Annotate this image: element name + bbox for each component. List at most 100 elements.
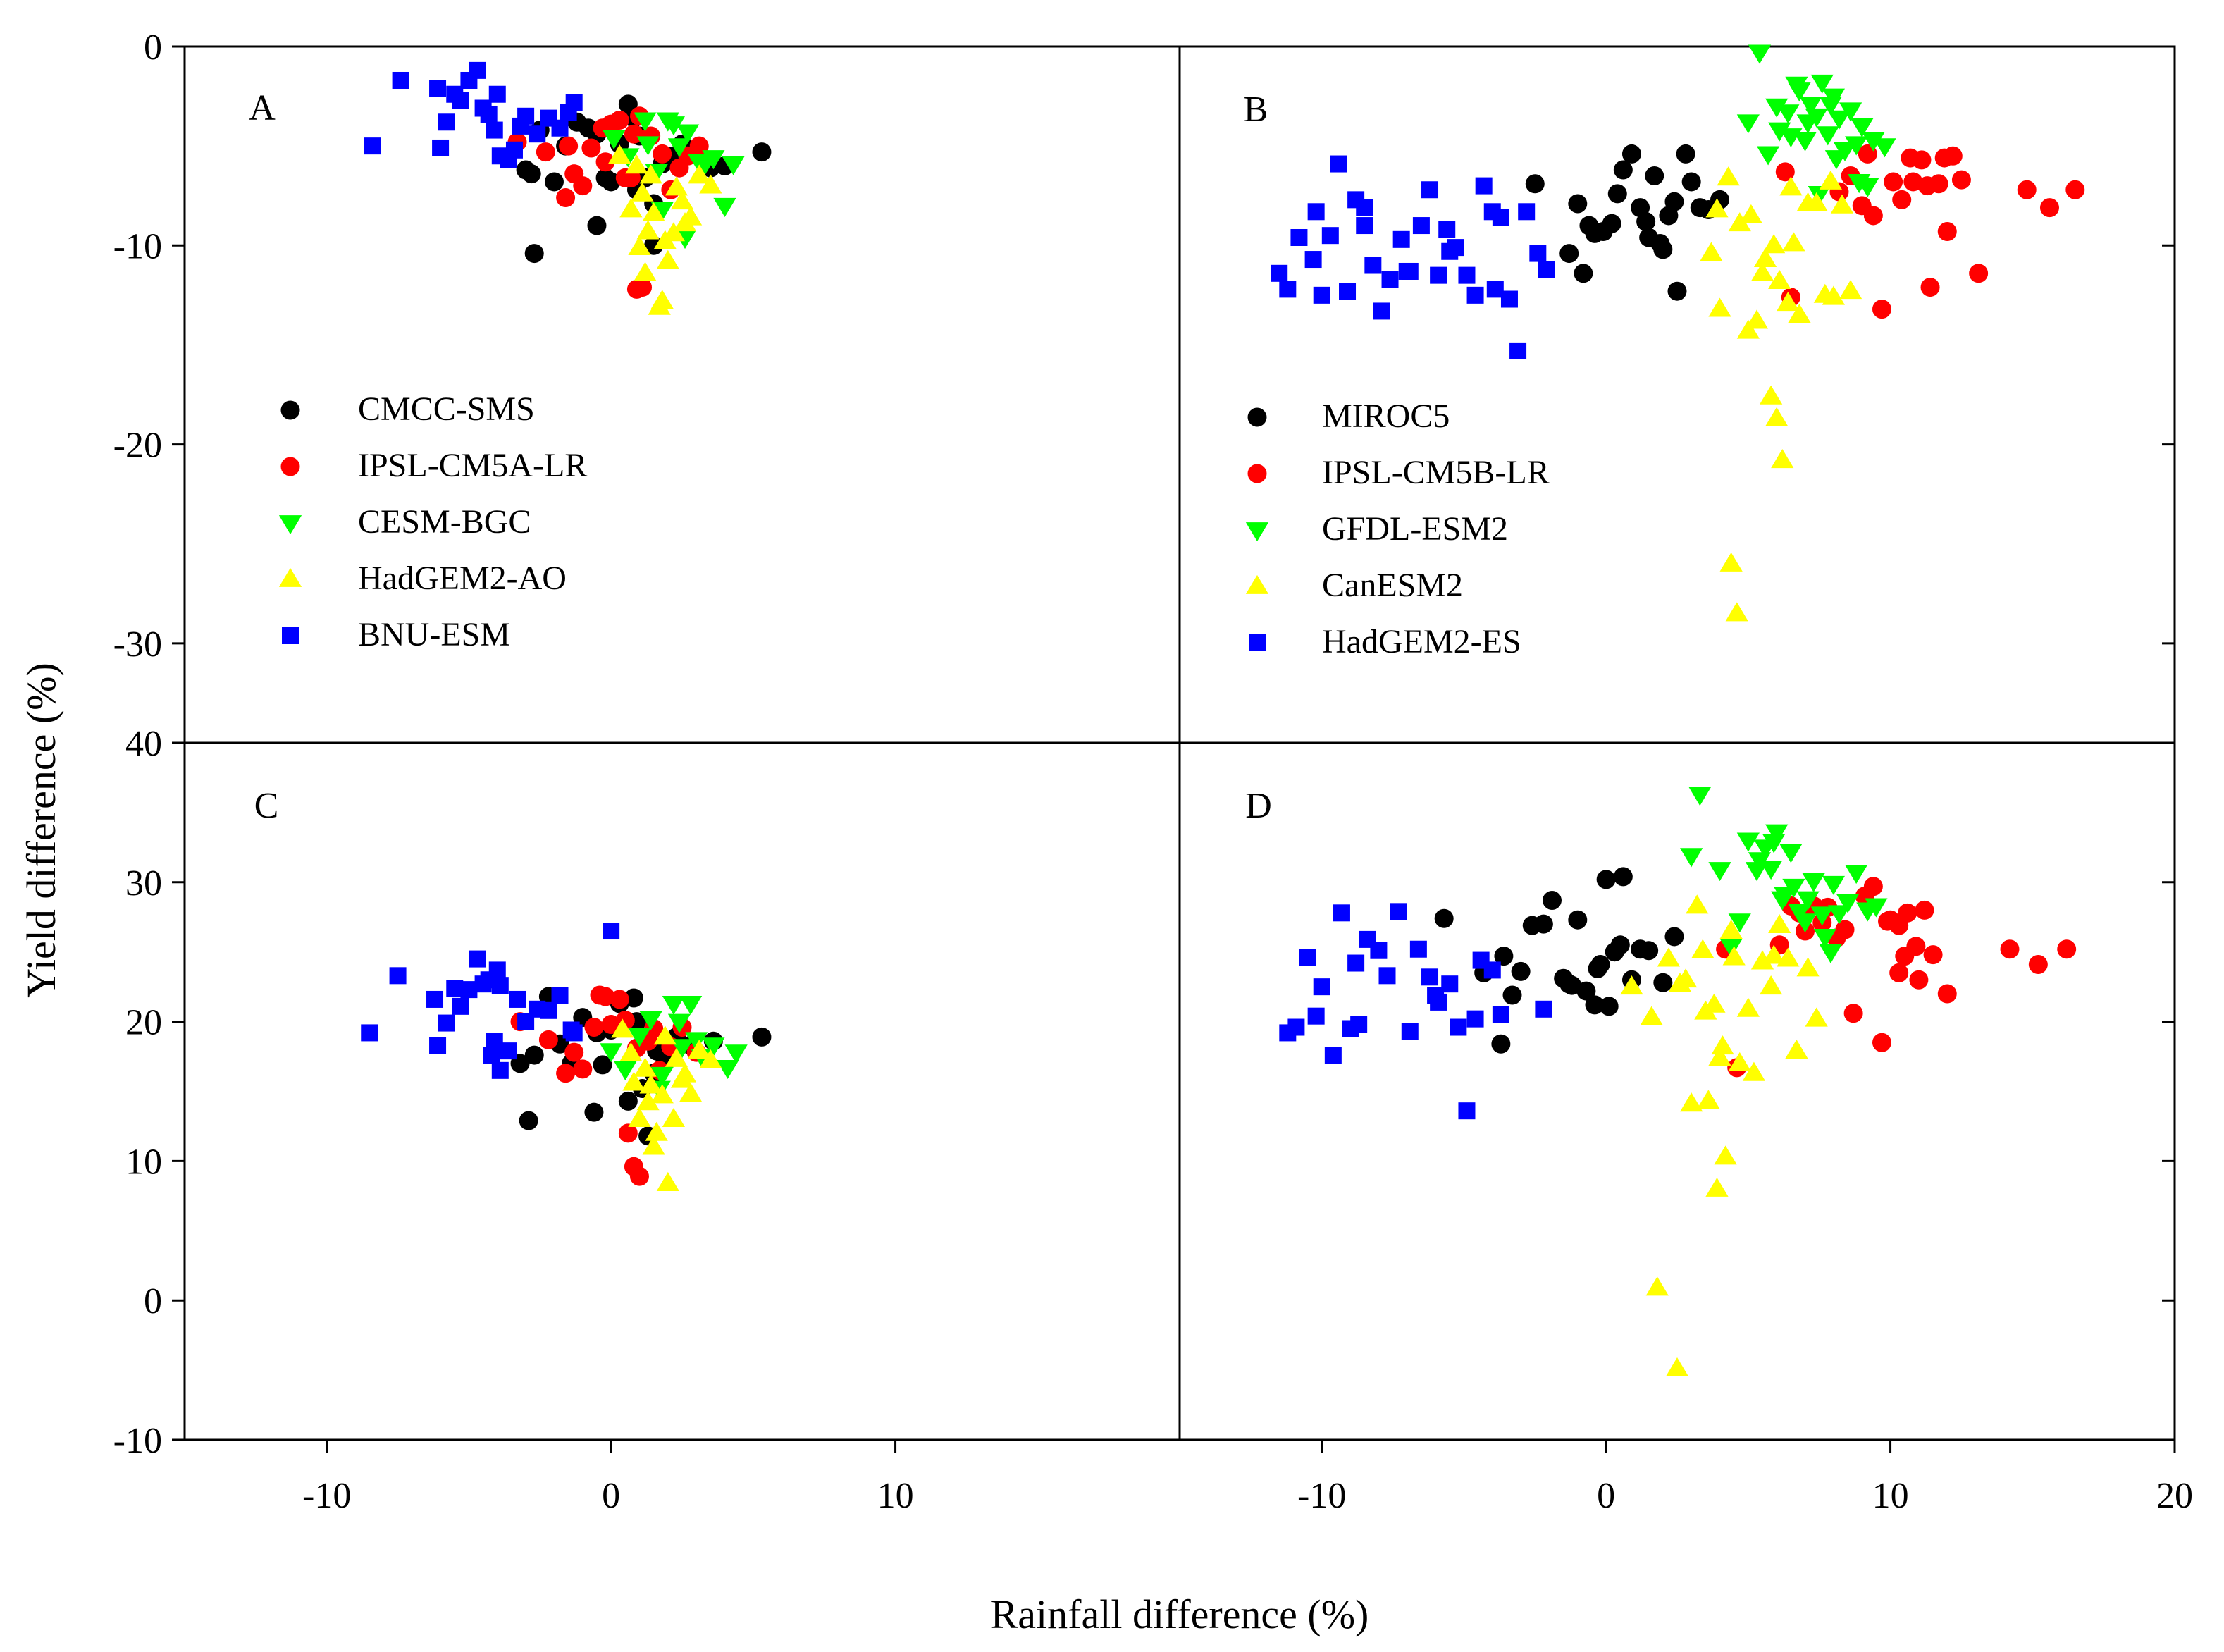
legend-label-cesm-bgc: CESM-BGC [358, 503, 531, 541]
data-point-d [1588, 958, 1607, 978]
data-point-b [1676, 144, 1695, 164]
data-point-a [536, 142, 555, 162]
data-point-d [1657, 947, 1681, 967]
data-point-b [1951, 170, 1971, 190]
data-point-a [565, 94, 583, 111]
data-point-d [1819, 944, 1842, 963]
series-c-bnu-esm [361, 923, 620, 1079]
data-point-b [1819, 170, 1842, 190]
data-point-c [614, 1061, 637, 1080]
data-point-d [1450, 1018, 1467, 1036]
data-point-a [521, 164, 541, 184]
y-axis-title: Yield difference (%) [18, 662, 64, 998]
data-point-d [1714, 1145, 1737, 1165]
data-point-c [679, 1083, 703, 1102]
data-point-b [1728, 212, 1751, 232]
data-point-c [650, 1084, 674, 1104]
data-point-b [1745, 309, 1769, 329]
data-point-b [1708, 297, 1731, 317]
data-point-a [559, 136, 579, 156]
data-point-a [752, 142, 772, 162]
data-point-c [639, 1011, 662, 1030]
data-point-c [679, 995, 703, 1016]
legend-marker-cmcc-sms [280, 400, 300, 420]
data-point-d [1708, 862, 1731, 882]
data-point-c [670, 1039, 694, 1059]
data-point-b [1775, 162, 1795, 182]
data-point-d [1613, 867, 1633, 887]
data-point-a [648, 295, 671, 315]
series-b-canesm2 [1700, 166, 1862, 622]
data-point-d [1788, 904, 1811, 923]
data-point-b [1492, 209, 1509, 226]
data-point-a [486, 121, 503, 139]
data-point-a [676, 124, 700, 144]
data-point-b [1736, 114, 1760, 134]
data-point-b [1943, 146, 1963, 166]
data-point-b [1559, 244, 1579, 264]
data-point-c [624, 988, 643, 1008]
data-point-c [618, 1123, 638, 1143]
data-point-b [1796, 114, 1820, 134]
data-points [361, 44, 2085, 1377]
y-tick-label-c: 30 [125, 863, 162, 904]
data-point-d [1785, 1040, 1808, 1059]
data-point-c [590, 985, 610, 1005]
data-point-b [1636, 211, 1656, 231]
data-point-a [608, 144, 631, 164]
data-point-d [1664, 927, 1684, 947]
data-point-a [673, 212, 697, 232]
data-point-a [429, 80, 447, 97]
series-a-bnu-esm [364, 61, 583, 168]
data-point-b [2065, 180, 2085, 199]
data-point-a [488, 85, 506, 103]
data-point-c [662, 995, 686, 1016]
data-point-b [1852, 196, 1872, 216]
data-point-b [1779, 176, 1803, 196]
data-point-d [1640, 1006, 1663, 1025]
data-point-d [1836, 894, 1860, 913]
data-point-d [1728, 913, 1751, 933]
legend-label-miroc5: MIROC5 [1322, 397, 1450, 435]
x-tick-label-c: 10 [877, 1476, 914, 1516]
data-point-a [581, 138, 601, 158]
data-point-d [1610, 935, 1630, 955]
data-point-c [500, 1042, 517, 1060]
data-point-c [634, 1057, 657, 1077]
data-point-c [540, 1001, 557, 1019]
data-point-b [1364, 257, 1382, 274]
data-point-b [1321, 227, 1339, 245]
x-axis-title: Rainfall difference (%) [991, 1591, 1369, 1637]
data-point-c [724, 1044, 748, 1064]
data-point-a [619, 198, 643, 218]
data-point-b [2017, 180, 2037, 199]
legend-marker-gfdl-esm2 [1245, 522, 1269, 542]
data-point-d [1665, 1357, 1689, 1377]
data-point-c [584, 1102, 604, 1122]
data-point-c [685, 1032, 708, 1052]
data-point-b [1529, 245, 1547, 262]
data-point-d [1599, 997, 1619, 1016]
data-point-c [622, 1071, 645, 1091]
data-point-b [1356, 217, 1373, 235]
data-point-b [1892, 190, 1912, 209]
data-point-d [1639, 941, 1659, 961]
data-point-b [1392, 230, 1410, 248]
data-point-b [1862, 132, 1885, 152]
data-point-d [1793, 913, 1817, 933]
data-point-b [1271, 264, 1288, 282]
data-point-b [1307, 203, 1325, 221]
series-d-hadgem2-es [1279, 903, 1552, 1120]
y-tick-label-c: 10 [125, 1142, 162, 1182]
y-tick-label-a: 0 [144, 27, 162, 68]
data-point-b [1799, 96, 1822, 116]
data-point-b [1765, 407, 1789, 426]
data-point-b [1851, 118, 1874, 138]
data-point-b [1607, 184, 1627, 204]
data-point-b [1381, 271, 1399, 288]
data-point-a [517, 107, 535, 125]
data-point-d [1822, 875, 1846, 895]
data-point-b [1412, 217, 1430, 235]
data-point-d [1680, 1092, 1703, 1112]
